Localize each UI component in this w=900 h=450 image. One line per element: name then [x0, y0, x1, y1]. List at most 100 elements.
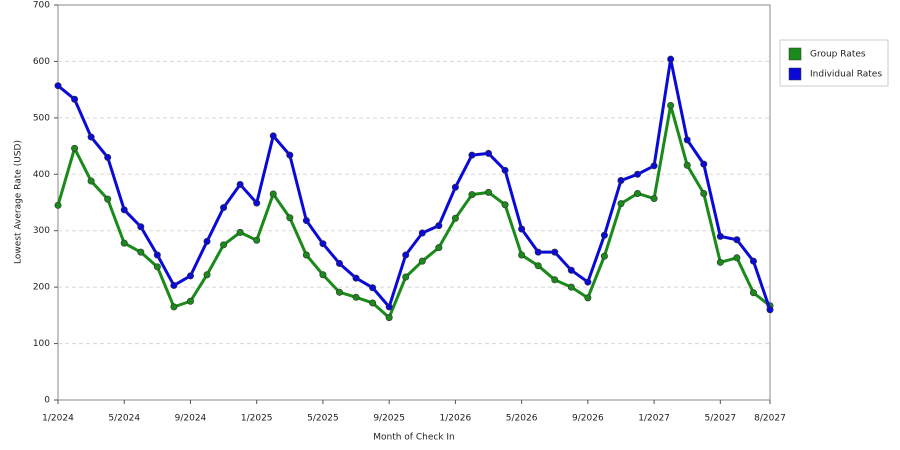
x-tick-label: 1/2024: [42, 414, 74, 424]
point: [749, 257, 757, 265]
point: [402, 251, 410, 259]
point: [153, 251, 161, 259]
point: [518, 251, 526, 259]
point: [733, 236, 741, 244]
point: [634, 170, 642, 178]
x-tick-label: 5/2026: [506, 414, 538, 424]
point: [220, 204, 228, 212]
point: [137, 248, 145, 256]
point: [170, 281, 178, 289]
point: [153, 263, 161, 271]
point: [352, 293, 360, 301]
legend-swatch: [788, 47, 802, 61]
x-axis-title: Month of Check In: [373, 433, 455, 443]
point: [534, 248, 542, 256]
x-tick-label: 8/2027: [754, 414, 786, 424]
point: [749, 289, 757, 297]
point: [551, 276, 559, 284]
y-tick-label: 200: [33, 283, 50, 293]
point: [600, 231, 608, 239]
point: [253, 199, 261, 207]
point: [683, 136, 691, 144]
y-tick-label: 300: [33, 226, 50, 236]
point: [87, 133, 95, 141]
point: [435, 222, 443, 230]
point: [319, 240, 327, 248]
point: [551, 248, 559, 256]
point: [518, 225, 526, 233]
point: [418, 229, 426, 237]
point: [485, 149, 493, 157]
point: [54, 201, 62, 209]
point: [302, 217, 310, 225]
point: [369, 299, 377, 307]
point: [584, 294, 592, 302]
y-tick-label: 100: [33, 339, 50, 349]
point: [634, 189, 642, 197]
point: [335, 288, 343, 296]
y-tick-label: 500: [33, 113, 50, 123]
point: [650, 162, 658, 170]
point: [104, 153, 112, 161]
point: [186, 297, 194, 305]
point: [319, 271, 327, 279]
point: [700, 160, 708, 168]
x-tick-label: 9/2025: [373, 414, 405, 424]
point: [286, 151, 294, 159]
point: [385, 314, 393, 322]
point: [700, 189, 708, 197]
point: [567, 266, 575, 274]
point: [650, 195, 658, 203]
y-tick-label: 400: [33, 170, 50, 180]
point: [170, 303, 178, 311]
point: [766, 306, 774, 314]
legend-swatch: [788, 67, 802, 81]
point: [269, 132, 277, 140]
x-tick-label: 9/2024: [175, 414, 207, 424]
point: [451, 214, 459, 222]
point: [104, 195, 112, 203]
point: [451, 183, 459, 191]
x-tick-label: 1/2026: [440, 414, 472, 424]
point: [335, 259, 343, 267]
point: [501, 201, 509, 209]
point: [385, 303, 393, 311]
x-tick-label: 9/2026: [572, 414, 604, 424]
point: [203, 237, 211, 245]
point: [137, 223, 145, 231]
legend-label: Group Rates: [810, 50, 866, 60]
point: [220, 241, 228, 249]
legend-label: Individual Rates: [810, 70, 882, 80]
point: [733, 254, 741, 262]
y-tick-label: 0: [44, 396, 50, 406]
point: [186, 272, 194, 280]
point: [617, 176, 625, 184]
point: [54, 82, 62, 90]
point: [71, 95, 79, 103]
point: [567, 283, 575, 291]
point: [87, 177, 95, 185]
point: [683, 161, 691, 169]
point: [485, 188, 493, 196]
point: [716, 232, 724, 240]
point: [716, 258, 724, 266]
point: [468, 151, 476, 159]
plot-area: [57, 4, 771, 401]
point: [600, 252, 608, 260]
point: [203, 271, 211, 279]
point: [120, 239, 128, 247]
point: [286, 214, 294, 222]
point: [236, 228, 244, 236]
y-tick-label: 700: [33, 1, 50, 11]
x-tick-label: 5/2027: [704, 414, 736, 424]
point: [253, 236, 261, 244]
point: [501, 166, 509, 174]
point: [71, 144, 79, 152]
point: [236, 180, 244, 188]
point: [435, 244, 443, 252]
point: [617, 200, 625, 208]
x-tick-label: 5/2024: [108, 414, 140, 424]
point: [584, 278, 592, 286]
x-tick-label: 1/2025: [241, 414, 273, 424]
